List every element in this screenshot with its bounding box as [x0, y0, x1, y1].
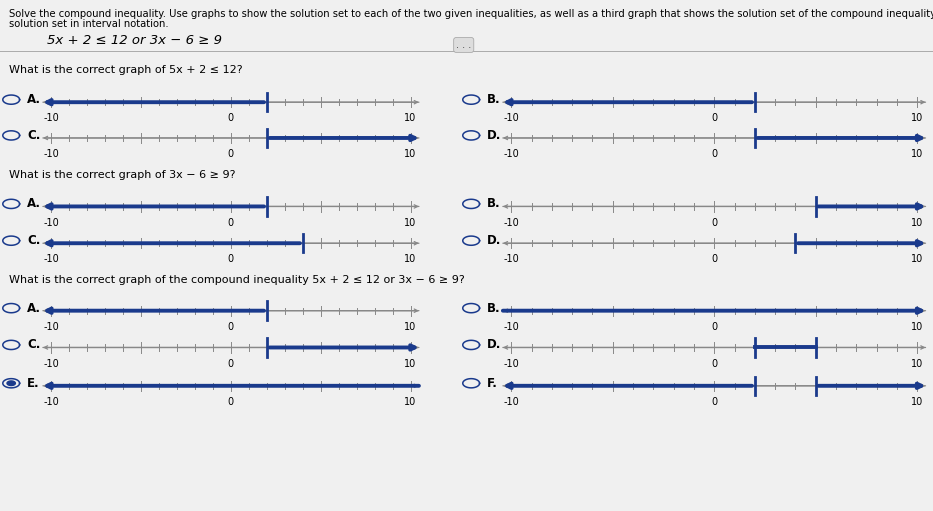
Text: -10: -10	[44, 254, 59, 265]
Text: C.: C.	[27, 234, 40, 247]
Text: A.: A.	[27, 93, 41, 106]
Text: 10: 10	[911, 322, 924, 332]
Text: 10: 10	[404, 322, 417, 332]
Text: What is the correct graph of the compound inequality 5x + 2 ≤ 12 or 3x − 6 ≥ 9?: What is the correct graph of the compoun…	[9, 275, 465, 285]
Text: 0: 0	[228, 149, 234, 159]
Text: C.: C.	[27, 338, 40, 352]
Text: 10: 10	[404, 254, 417, 265]
Text: -10: -10	[504, 397, 519, 407]
Text: -10: -10	[44, 113, 59, 124]
Text: 0: 0	[711, 113, 717, 124]
Text: 10: 10	[911, 254, 924, 265]
Text: What is the correct graph of 5x + 2 ≤ 12?: What is the correct graph of 5x + 2 ≤ 12…	[9, 65, 243, 76]
Text: solution set in interval notation.: solution set in interval notation.	[9, 19, 169, 30]
Text: -10: -10	[504, 218, 519, 228]
Text: 0: 0	[228, 254, 234, 265]
Text: F.: F.	[487, 377, 498, 390]
Text: A.: A.	[27, 301, 41, 315]
Text: 0: 0	[711, 322, 717, 332]
Text: 10: 10	[404, 218, 417, 228]
Text: -10: -10	[504, 359, 519, 369]
Text: 5x + 2 ≤ 12 or 3x − 6 ≥ 9: 5x + 2 ≤ 12 or 3x − 6 ≥ 9	[47, 34, 222, 47]
Text: 10: 10	[911, 359, 924, 369]
Text: 0: 0	[711, 254, 717, 265]
Text: -10: -10	[504, 254, 519, 265]
Text: 0: 0	[711, 218, 717, 228]
Text: 10: 10	[404, 359, 417, 369]
Text: B.: B.	[487, 301, 501, 315]
Text: -10: -10	[44, 397, 59, 407]
Text: 10: 10	[911, 218, 924, 228]
Text: 10: 10	[911, 149, 924, 159]
Text: -10: -10	[44, 149, 59, 159]
Text: 0: 0	[711, 149, 717, 159]
Text: 10: 10	[404, 397, 417, 407]
Text: 0: 0	[228, 322, 234, 332]
Text: B.: B.	[487, 93, 501, 106]
Text: What is the correct graph of 3x − 6 ≥ 9?: What is the correct graph of 3x − 6 ≥ 9?	[9, 170, 236, 180]
Text: . . .: . . .	[456, 40, 471, 50]
Text: B.: B.	[487, 197, 501, 211]
Text: 0: 0	[228, 218, 234, 228]
Text: C.: C.	[27, 129, 40, 142]
Text: -10: -10	[504, 149, 519, 159]
Text: 0: 0	[228, 397, 234, 407]
Text: 0: 0	[228, 113, 234, 124]
Text: 0: 0	[711, 397, 717, 407]
Text: A.: A.	[27, 197, 41, 211]
Text: -10: -10	[504, 322, 519, 332]
Text: -10: -10	[44, 359, 59, 369]
Text: D.: D.	[487, 338, 501, 352]
Text: D.: D.	[487, 129, 501, 142]
Polygon shape	[7, 381, 15, 385]
Text: -10: -10	[44, 218, 59, 228]
Text: E.: E.	[27, 377, 40, 390]
Text: 10: 10	[911, 397, 924, 407]
Text: D.: D.	[487, 234, 501, 247]
Text: 10: 10	[404, 113, 417, 124]
Text: 10: 10	[911, 113, 924, 124]
Text: -10: -10	[504, 113, 519, 124]
Text: 10: 10	[404, 149, 417, 159]
Text: -10: -10	[44, 322, 59, 332]
Text: 0: 0	[228, 359, 234, 369]
Text: 0: 0	[711, 359, 717, 369]
Text: Solve the compound inequality. Use graphs to show the solution set to each of th: Solve the compound inequality. Use graph…	[9, 9, 933, 19]
